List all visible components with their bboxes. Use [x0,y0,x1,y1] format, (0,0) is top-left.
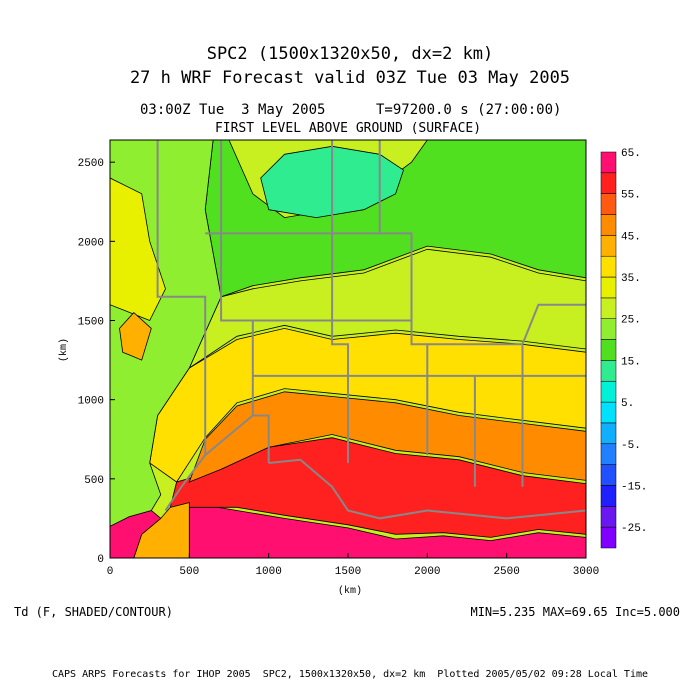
colorbar-bin [600,401,617,424]
y-tick-label: 2000 [78,237,104,249]
colorbar-bin [600,172,617,194]
y-tick-label: 1000 [78,396,104,408]
region-central-plains [149,327,586,483]
colorbar-bin [600,151,617,174]
colorbar-label: 35. [621,273,641,285]
colorbar-bin [600,276,617,299]
colorbar-label: -25. [621,523,647,535]
state-border-11 [164,414,254,512]
y-tick-label: 2500 [78,158,104,170]
valid-time-label: 03:00Z Tue 3 May 2005 T=97200.0 s (27:00… [140,102,562,118]
state-border-2 [378,140,429,456]
state-border-0 [220,140,270,463]
colorbar-label: -15. [621,482,647,494]
state-border-1 [331,140,349,463]
chart-subtitle: 27 h WRF Forecast valid 03Z Tue 03 May 2… [129,68,571,88]
colorbar-bin [600,318,617,340]
state-borders [156,140,586,520]
region-northern-plains [204,140,586,298]
colorbar-label: 15. [621,356,641,368]
state-border-10 [156,140,207,456]
colorbar-bin [600,526,617,549]
colorbar-bin [600,485,617,507]
field-label: Td (F, SHADED/CONTOUR) [14,605,173,619]
y-tick-label: 1500 [78,317,104,329]
level-label: FIRST LEVEL ABOVE GROUND (SURFACE) [214,121,482,136]
colorbar: 65. 55. 45. 35. 25. 15. 5. -5. -15. -25. [600,148,647,549]
colorbar-bin [600,339,617,361]
footer-credit: CAPS ARPS Forecasts for IHOP 2005 SPC2, … [51,669,649,680]
region-southern-plains [188,391,586,483]
x-tick-label: 1000 [255,566,281,578]
colorbar-bin [600,297,617,319]
colorbar-bin [600,464,617,486]
colorbar-bin [600,235,617,257]
colorbar-label: 45. [621,231,641,243]
colorbar-label: 65. [621,148,641,160]
min-max-stats: MIN=5.235 MAX=69.65 Inc=5.000 [470,605,680,619]
state-border-6 [427,303,586,346]
colorbar-bin [600,255,617,278]
colorbar-label: 25. [621,315,641,327]
x-tick-label: 2500 [493,566,519,578]
x-tick-label: 2000 [414,566,440,578]
colorbar-bin [600,443,617,465]
colorbar-label: 55. [621,190,641,202]
region-great-basin-orange [119,312,152,361]
region-southern-gulf-moist [188,502,586,558]
y-tick-label: 0 [97,554,104,566]
colorbar-bin [600,193,617,215]
axes: 0 500 1000 1500 2000 2500 3000 0 500 1000 1500 2000… [78,158,600,578]
colorbar-bin [600,506,617,528]
colorbar-label: -5. [621,440,641,452]
x-axis-label: (km) [338,585,362,597]
colorbar-bin [600,422,617,444]
x-tick-label: 3000 [573,566,599,578]
colorbar-bin [600,214,617,236]
x-tick-label: 1500 [335,566,361,578]
y-tick-label: 500 [84,475,104,487]
colorbar-bin [600,381,617,403]
state-border-7 [268,458,586,520]
region-north-central [188,248,586,370]
region-pacific-nw-yellow [110,177,166,322]
y-axis-label: (km) [58,338,70,362]
colorbar-bin [600,360,617,382]
colorbar-label: 5. [621,398,634,410]
x-tick-label: 500 [179,566,199,578]
chart-title: SPC2 (1500x1320x50, dx=2 km) [206,44,494,64]
x-tick-label: 0 [107,566,114,578]
